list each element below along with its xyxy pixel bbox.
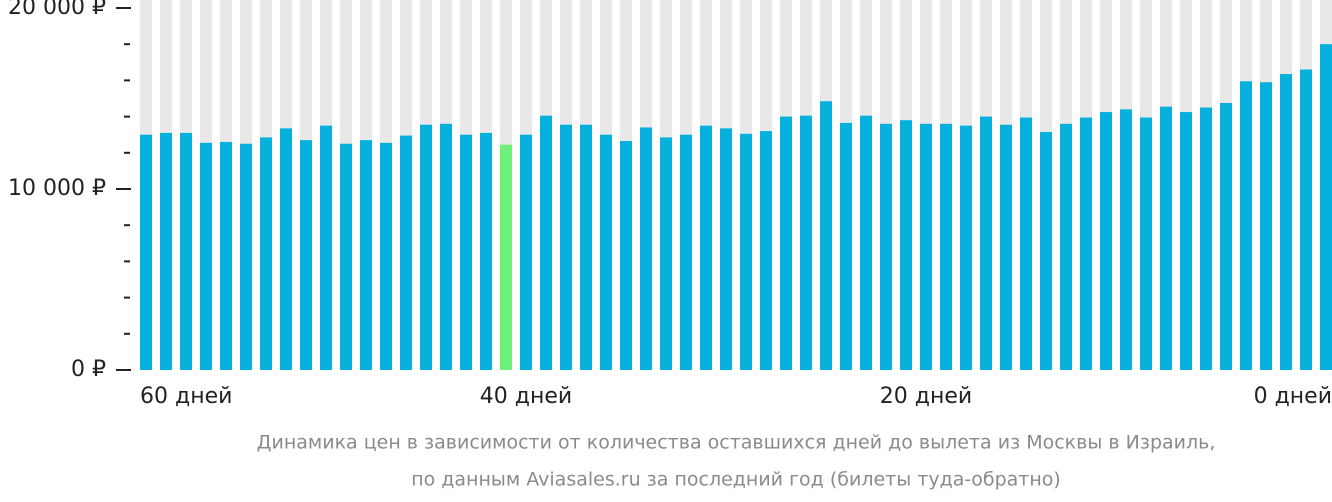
- bar: [1100, 112, 1112, 370]
- bar: [200, 142, 212, 370]
- y-tick-label: 0 ₽: [71, 357, 106, 382]
- bar: [360, 140, 372, 370]
- caption: по данным Aviasales.ru за последний год …: [411, 469, 1061, 491]
- bar: [780, 116, 792, 370]
- bar: [1220, 103, 1232, 371]
- bar: [380, 142, 392, 370]
- bar: [760, 131, 772, 370]
- bar: [600, 134, 612, 370]
- bar: [220, 141, 232, 370]
- bar: [160, 132, 172, 370]
- bar: [700, 125, 712, 371]
- bar: [1140, 117, 1152, 370]
- bar: [180, 132, 192, 370]
- bar: [1180, 112, 1192, 370]
- bar: [460, 134, 472, 370]
- bar: [400, 135, 412, 370]
- x-tick-label: 20 дней: [880, 384, 972, 409]
- bar: [500, 144, 512, 370]
- x-tick-label: 60 дней: [140, 384, 232, 409]
- bar: [320, 125, 332, 371]
- bar: [660, 137, 672, 370]
- bar: [1080, 117, 1092, 370]
- bar: [740, 133, 752, 370]
- x-tick-label: 40 дней: [480, 384, 572, 409]
- bar: [1240, 81, 1252, 371]
- bar: [560, 124, 572, 371]
- bar: [580, 124, 592, 371]
- bar: [540, 115, 552, 370]
- bar: [1000, 124, 1012, 371]
- caption: Динамика цен в зависимости от количества…: [257, 432, 1216, 454]
- bar: [1300, 69, 1312, 370]
- bar: [1200, 107, 1212, 371]
- bar: [940, 123, 952, 370]
- bar: [880, 123, 892, 370]
- bar: [680, 134, 692, 370]
- bar: [340, 143, 352, 370]
- bar: [720, 128, 732, 370]
- bar: [1260, 82, 1272, 371]
- bar: [440, 123, 452, 370]
- bar: [840, 122, 852, 370]
- bar: [640, 127, 652, 371]
- bar: [860, 115, 872, 370]
- bar: [980, 116, 992, 370]
- bar: [1120, 109, 1132, 371]
- bar: [260, 137, 272, 370]
- bar: [420, 124, 432, 371]
- bar: [800, 115, 812, 370]
- y-tick-label: 10 000 ₽: [8, 176, 106, 201]
- bar: [480, 132, 492, 370]
- bar: [820, 101, 832, 370]
- bar: [140, 134, 152, 370]
- bar: [1060, 123, 1072, 370]
- bar: [300, 140, 312, 370]
- bar: [1040, 131, 1052, 370]
- bar: [520, 134, 532, 370]
- bar: [1020, 117, 1032, 370]
- bar: [1160, 106, 1172, 371]
- bar: [280, 128, 292, 370]
- x-tick-label: 0 дней: [1254, 384, 1332, 409]
- bar: [920, 123, 932, 370]
- bar: [620, 141, 632, 370]
- y-tick-label: 20 000 ₽: [8, 0, 106, 20]
- bar: [240, 143, 252, 370]
- bar: [900, 120, 912, 370]
- bar: [1280, 74, 1292, 370]
- bar: [960, 125, 972, 371]
- bar: [1320, 44, 1332, 370]
